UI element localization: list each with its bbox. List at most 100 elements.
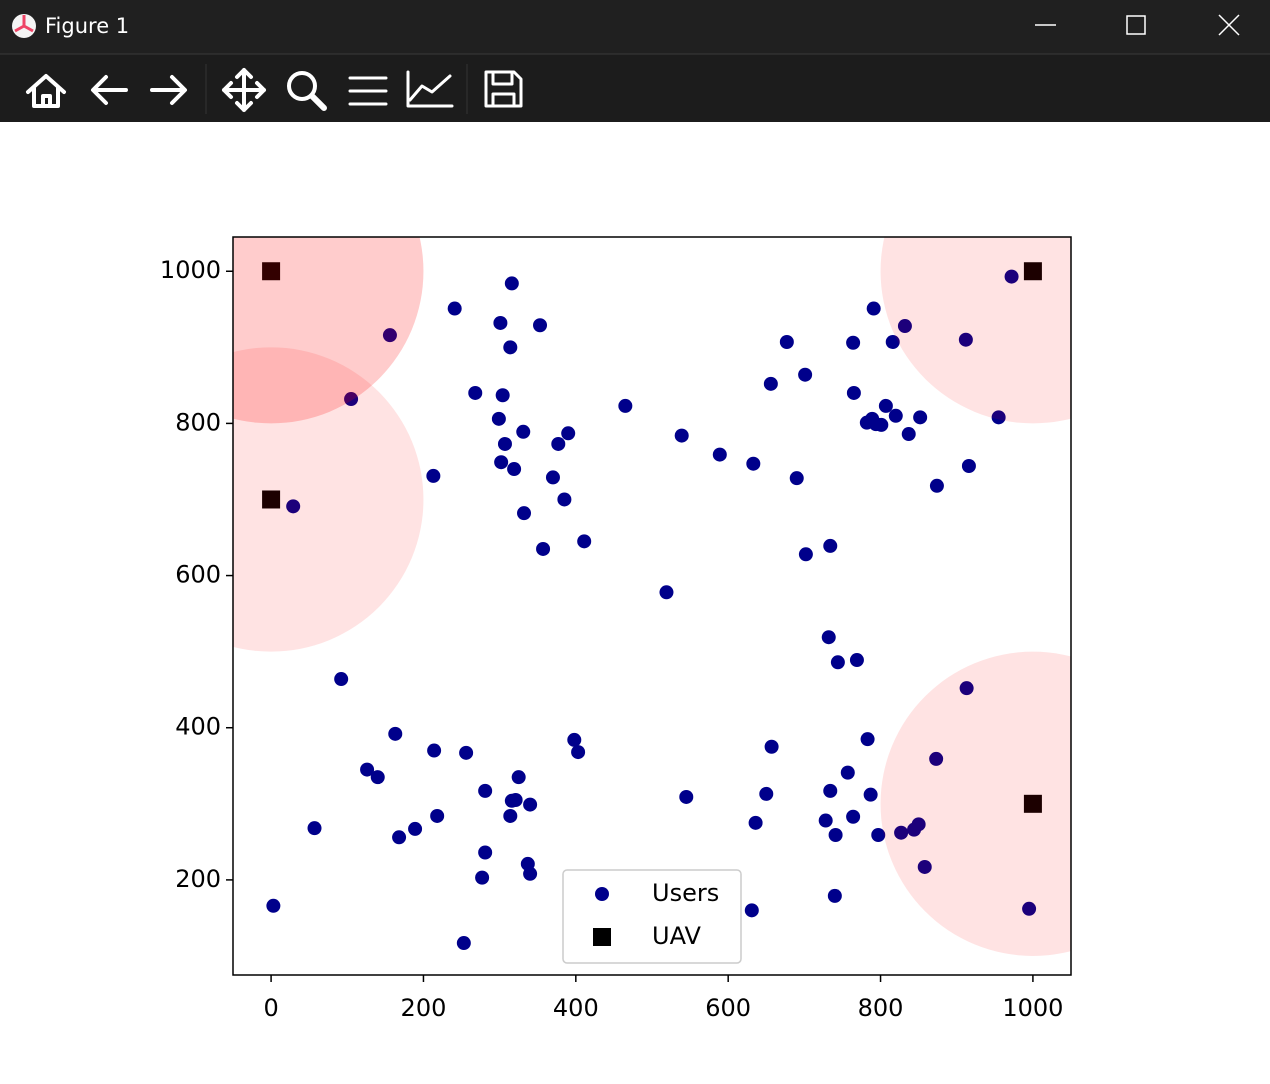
user-point [827,888,842,903]
home-button[interactable] [26,74,66,108]
user-point [929,751,944,766]
user-point [1022,901,1037,916]
axes-frame [232,236,1072,976]
user-point [885,334,900,349]
pan-button[interactable] [222,68,266,112]
user-point [846,385,861,400]
user-point [456,936,471,951]
user-point [478,783,493,798]
user-point [516,424,531,439]
user-point [991,410,1006,425]
user-point [517,506,532,521]
user-point [917,859,932,874]
toolbar [0,54,1270,122]
user-point [913,410,928,425]
user-point [958,332,973,347]
edit-axis-button[interactable] [406,70,454,108]
user-point [382,328,397,343]
data-layer [233,237,1071,956]
legend-label: Users [652,879,719,907]
user-point [508,793,523,808]
user-point [426,468,441,483]
user-point [494,455,509,470]
user-point [846,335,861,350]
user-point [360,762,375,777]
user-point [503,340,518,355]
back-button[interactable] [91,75,128,105]
y-tick-label: 1000 [160,256,221,284]
user-point [523,797,538,812]
user-point [557,492,572,507]
x-tick-label: 0 [263,994,278,1022]
user-point [846,809,861,824]
coverage-circle [233,347,424,652]
user-point [478,845,493,860]
user-point [849,653,864,668]
user-point [874,417,889,432]
close-button[interactable] [1218,14,1240,36]
user-point [830,655,845,670]
user-point [491,411,506,426]
coverage-circle [880,651,1071,956]
user-point [493,315,508,330]
user-point [504,276,519,291]
user-point [860,732,875,747]
user-point [447,301,462,316]
maximize-button[interactable] [1126,15,1146,35]
plot-area [233,237,1071,956]
user-point [388,726,403,741]
legend-label: UAV [652,922,701,950]
user-point [798,547,813,562]
y-tick-label: 400 [175,713,221,741]
user-point [871,828,886,843]
x-tick-label: 600 [705,994,751,1022]
user-point [821,630,836,645]
user-point [744,903,759,918]
user-point [789,471,804,486]
user-point [866,301,881,316]
legend-marker [595,887,609,901]
user-point [533,318,548,333]
uav-marker [262,262,281,281]
forward-button[interactable] [150,75,187,105]
user-point [759,786,774,801]
user-point [475,870,490,885]
configure-button[interactable] [348,76,388,106]
user-point [961,459,976,474]
user-point [344,392,359,407]
coverage-circle [233,237,424,424]
user-point [764,739,779,754]
user-point [551,436,566,451]
user-point [392,830,407,845]
zoom-button[interactable] [287,71,317,101]
user-point [511,770,526,785]
save-button[interactable] [484,70,523,108]
user-point [798,367,813,382]
user-point [959,681,974,696]
user-point [911,817,926,832]
zoom-handle [309,93,327,111]
legend: Users UAV [562,869,742,964]
legend-marker [593,928,611,946]
user-point [536,541,551,556]
user-point [334,672,349,687]
user-point [901,427,916,442]
user-point [823,538,838,553]
user-point [430,808,445,823]
user-point [567,732,582,747]
uav-marker [1023,794,1042,813]
user-point [497,436,512,451]
user-point [370,770,385,785]
coverage-circle [880,237,1071,424]
user-point [545,470,560,485]
user-point [894,825,909,840]
user-point [779,334,794,349]
user-point [1004,269,1019,284]
window-title: Figure 1 [45,14,129,38]
user-point [266,898,281,913]
uav-marker [1023,262,1042,281]
user-point [929,478,944,493]
user-point [888,408,903,423]
